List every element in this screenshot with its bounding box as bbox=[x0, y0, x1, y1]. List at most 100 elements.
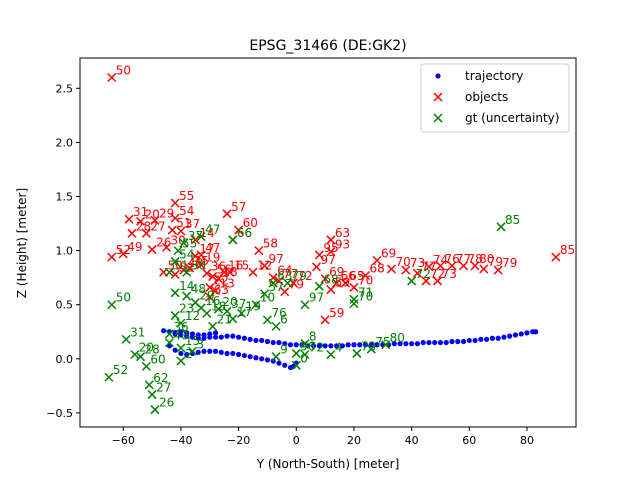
gt-label: 85 bbox=[505, 213, 520, 227]
object-label: 26 bbox=[156, 236, 171, 250]
object-marker bbox=[479, 264, 489, 274]
object-label: 14 bbox=[199, 226, 214, 240]
gt-marker bbox=[176, 318, 186, 328]
object-label: 66 bbox=[237, 226, 252, 240]
gt-label: 3 bbox=[196, 337, 204, 351]
trajectory-point bbox=[357, 342, 363, 348]
trajectory-point bbox=[466, 337, 472, 344]
x-axis-label: Y (North-South) [meter] bbox=[256, 457, 400, 471]
gt-marker bbox=[208, 321, 218, 331]
gt-label: 40 bbox=[173, 329, 188, 343]
trajectory-point bbox=[184, 330, 190, 336]
trajectory-point bbox=[339, 343, 346, 349]
object-marker bbox=[260, 261, 270, 271]
trajectory-point bbox=[287, 342, 294, 348]
trajectory-point bbox=[276, 339, 282, 346]
object-marker bbox=[280, 287, 290, 297]
object-label: 64 bbox=[277, 264, 292, 278]
trajectory-point bbox=[161, 328, 167, 334]
gt-label: 16 bbox=[205, 294, 220, 308]
gt-marker bbox=[179, 238, 189, 248]
trajectory-point bbox=[270, 339, 276, 346]
trajectory-point bbox=[259, 356, 265, 362]
object-label: 54 bbox=[179, 204, 194, 218]
gt-label: 52 bbox=[113, 363, 128, 377]
y-tick-label: 0.0 bbox=[56, 353, 74, 366]
trajectory-point bbox=[207, 331, 213, 337]
object-marker bbox=[447, 261, 457, 271]
gt-label: 17 bbox=[237, 305, 252, 319]
trajectory-point bbox=[437, 339, 444, 346]
gt-marker bbox=[130, 349, 140, 360]
object-label: 31 bbox=[133, 205, 148, 219]
object-marker bbox=[127, 228, 137, 238]
gt-marker bbox=[121, 334, 131, 344]
gt-label: 51 bbox=[173, 258, 188, 272]
x-tick-label: 60 bbox=[462, 434, 476, 447]
gt-marker bbox=[366, 344, 376, 354]
legend-label: objects bbox=[465, 90, 508, 104]
object-label: 49 bbox=[127, 240, 142, 254]
gt-marker bbox=[176, 356, 186, 366]
gt-marker bbox=[228, 314, 238, 324]
object-marker bbox=[107, 72, 117, 83]
x-tick-label: 20 bbox=[347, 434, 361, 447]
trajectory-point bbox=[512, 332, 519, 338]
chart-title: EPSG_31466 (DE:GK2) bbox=[249, 38, 406, 54]
gt-marker bbox=[164, 338, 174, 348]
gt-marker bbox=[104, 372, 114, 382]
gt-marker bbox=[300, 300, 310, 310]
gt-label: 36 bbox=[173, 320, 188, 334]
trajectory-point bbox=[455, 338, 461, 345]
gt-label: 60 bbox=[150, 352, 165, 366]
gt-label: 28 bbox=[145, 343, 160, 357]
object-label: 77 bbox=[283, 267, 298, 281]
object-marker bbox=[222, 209, 232, 219]
gt-label: 31 bbox=[130, 325, 145, 339]
object-marker bbox=[196, 260, 206, 270]
gt-marker bbox=[314, 281, 324, 291]
object-label: 28 bbox=[136, 219, 151, 233]
object-label: 52 bbox=[116, 243, 131, 257]
object-label: 27 bbox=[150, 219, 165, 233]
gt-marker bbox=[213, 304, 223, 314]
trajectory-point bbox=[351, 342, 357, 348]
object-label: 60 bbox=[243, 216, 258, 230]
gt-marker bbox=[352, 348, 362, 358]
object-label: 19 bbox=[205, 251, 220, 265]
object-label: 17 bbox=[199, 242, 214, 256]
trajectory-point bbox=[189, 331, 196, 337]
trajectory-point bbox=[368, 342, 374, 348]
object-label: 55 bbox=[179, 189, 194, 203]
trajectory-point bbox=[276, 360, 282, 366]
gt-label: 21 bbox=[217, 312, 232, 326]
gt-marker bbox=[144, 380, 154, 390]
object-marker bbox=[421, 276, 431, 286]
gt-label: 50 bbox=[116, 291, 131, 305]
object-marker bbox=[141, 228, 151, 238]
trajectory-point bbox=[218, 349, 224, 355]
trajectory-point bbox=[316, 343, 322, 349]
gt-label: 48 bbox=[191, 282, 206, 296]
object-label: 66 bbox=[341, 269, 356, 283]
gt-label: 23 bbox=[179, 302, 194, 316]
trajectory-point bbox=[449, 338, 455, 345]
trajectory-point bbox=[241, 352, 247, 359]
gt-marker bbox=[228, 235, 238, 245]
gt-marker bbox=[291, 360, 301, 370]
trajectory-point bbox=[212, 330, 219, 336]
gt-marker bbox=[176, 343, 186, 353]
gt-marker bbox=[173, 246, 183, 256]
gt-label: 18 bbox=[211, 299, 226, 313]
object-marker bbox=[459, 261, 469, 271]
trajectory-point bbox=[507, 333, 513, 339]
trajectory-point bbox=[218, 334, 224, 340]
trajectory-point bbox=[374, 342, 380, 348]
trajectory-point bbox=[207, 348, 213, 354]
gt-marker bbox=[268, 278, 278, 288]
gt-marker bbox=[236, 308, 247, 318]
trajectory-point bbox=[178, 350, 184, 357]
gt-marker bbox=[326, 349, 336, 360]
gt-label: 20 bbox=[222, 295, 237, 309]
